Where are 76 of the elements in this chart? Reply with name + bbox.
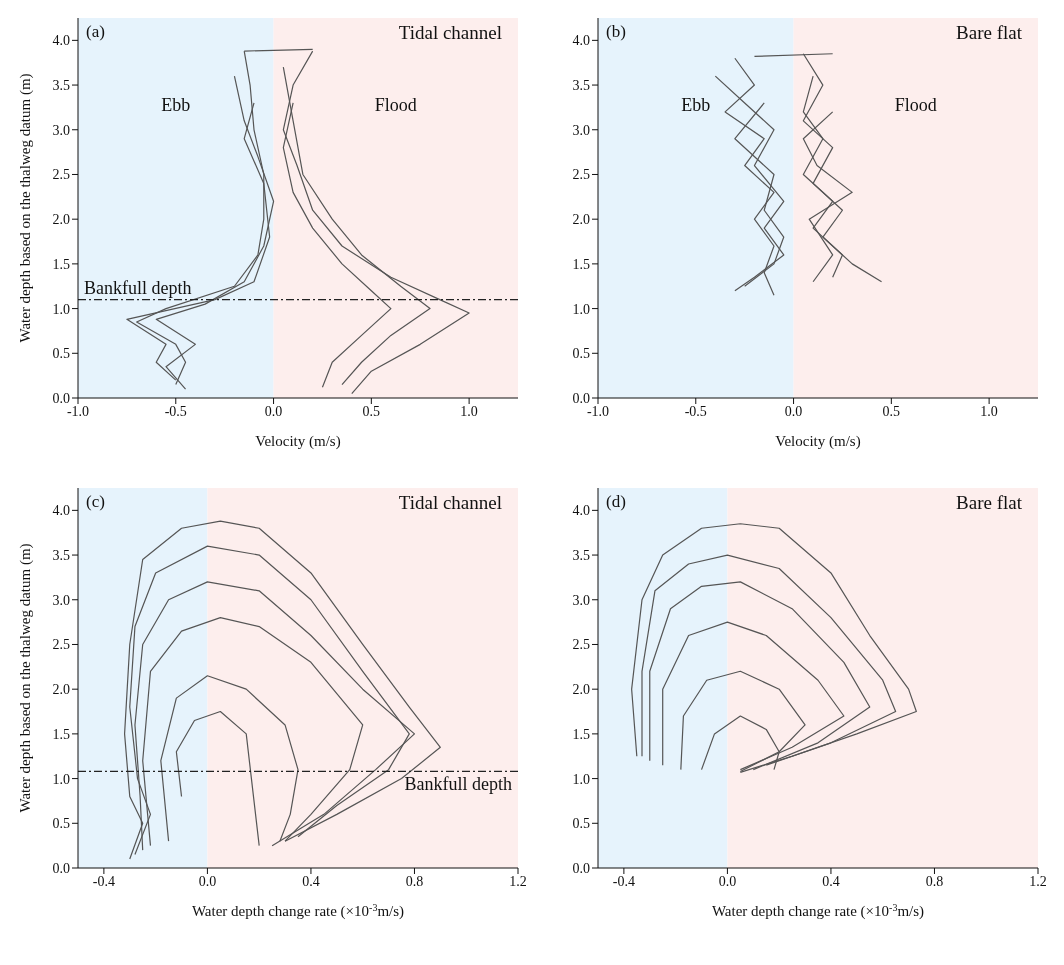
- y-tick-label: 4.0: [52, 503, 70, 519]
- y-tick-label: 2.0: [572, 682, 590, 698]
- y-tick-label: 0.0: [52, 390, 70, 406]
- y-tick-label: 4.0: [572, 33, 590, 49]
- y-tick-label: 1.0: [52, 771, 70, 787]
- x-tick-label: 0.4: [822, 873, 840, 889]
- y-tick-label: 3.5: [572, 548, 590, 564]
- x-tick-label: -1.0: [66, 403, 90, 419]
- ref-line-label: Bankfull depth: [84, 277, 192, 298]
- y-tick-label: 3.5: [572, 78, 590, 94]
- annotation: (a): [86, 22, 105, 42]
- y-tick-label: 1.5: [52, 256, 70, 272]
- y-tick-label: 3.0: [52, 122, 70, 138]
- y-tick-label: 3.5: [52, 548, 70, 564]
- y-tick-label: 1.0: [52, 301, 70, 317]
- x-tick-label: 1.0: [460, 403, 478, 419]
- y-tick-label: 2.0: [52, 212, 70, 228]
- band-label: Flood: [894, 94, 937, 115]
- annotation: (b): [606, 22, 626, 42]
- y-tick-label: 4.0: [52, 33, 70, 49]
- y-tick-label: 3.0: [52, 592, 70, 608]
- y-tick-label: 3.5: [52, 78, 70, 94]
- annotation: (d): [606, 492, 626, 512]
- x-axis-title: Velocity (m/s): [775, 433, 861, 450]
- y-tick-label: 0.5: [572, 346, 590, 362]
- annotation: Bare flat: [956, 22, 1022, 44]
- y-tick-label: 1.5: [572, 726, 590, 742]
- x-axis-title: Water depth change rate (×10$^{-3}$m/s): [711, 901, 925, 920]
- x-tick-label: 0.8: [405, 873, 424, 889]
- band-label: Flood: [374, 94, 417, 115]
- y-tick-label: 1.5: [572, 256, 590, 272]
- band-label: Ebb: [161, 94, 191, 115]
- x-tick-label: 0.0: [784, 403, 803, 419]
- y-tick-label: 1.0: [572, 771, 590, 787]
- annotation: (c): [86, 492, 105, 512]
- y-tick-label: 0.0: [572, 860, 590, 876]
- y-tick-label: 2.5: [52, 167, 70, 183]
- y-tick-label: 4.0: [572, 503, 590, 519]
- x-tick-label: -0.4: [92, 873, 115, 889]
- x-tick-label: 0.8: [925, 873, 944, 889]
- y-axis-title: Water depth based on the thalweg datum (m): [17, 543, 34, 813]
- y-tick-label: 0.5: [52, 346, 70, 362]
- y-tick-label: 2.5: [52, 637, 70, 653]
- x-tick-label: 0.0: [198, 873, 217, 889]
- annotation: Tidal channel: [398, 22, 502, 44]
- y-tick-label: 0.0: [572, 390, 590, 406]
- x-axis-title: Velocity (m/s): [255, 433, 341, 450]
- ref-line-label: Bankfull depth: [404, 774, 512, 795]
- y-tick-label: 3.0: [572, 592, 590, 608]
- x-tick-label: 0.0: [264, 403, 283, 419]
- x-tick-label: -1.0: [586, 403, 610, 419]
- y-tick-label: 3.0: [572, 122, 590, 138]
- y-tick-label: 0.5: [572, 816, 590, 832]
- x-tick-label: 1.2: [509, 873, 527, 889]
- x-axis-title: Water depth change rate (×10$^{-3}$m/s): [191, 901, 405, 920]
- y-axis-title: Water depth based on the thalweg datum (m): [17, 73, 34, 343]
- y-tick-label: 1.5: [52, 726, 70, 742]
- y-tick-label: 2.5: [572, 167, 590, 183]
- y-tick-label: 2.0: [52, 682, 70, 698]
- y-tick-label: 0.0: [52, 860, 70, 876]
- x-tick-label: -0.5: [164, 403, 187, 419]
- y-tick-label: 2.5: [572, 637, 590, 653]
- band-label: Ebb: [681, 94, 711, 115]
- annotation: Tidal channel: [398, 492, 502, 514]
- y-tick-label: 2.0: [572, 212, 590, 228]
- x-tick-label: 0.0: [718, 873, 737, 889]
- x-tick-label: 1.0: [980, 403, 998, 419]
- x-tick-label: 0.4: [302, 873, 320, 889]
- x-tick-label: 0.5: [362, 403, 381, 419]
- y-tick-label: 1.0: [572, 301, 590, 317]
- x-tick-label: -0.5: [684, 403, 707, 419]
- x-tick-label: 0.5: [882, 403, 901, 419]
- annotation: Bare flat: [956, 492, 1022, 514]
- y-tick-label: 0.5: [52, 816, 70, 832]
- x-tick-label: -0.4: [612, 873, 635, 889]
- x-tick-label: 1.2: [1029, 873, 1047, 889]
